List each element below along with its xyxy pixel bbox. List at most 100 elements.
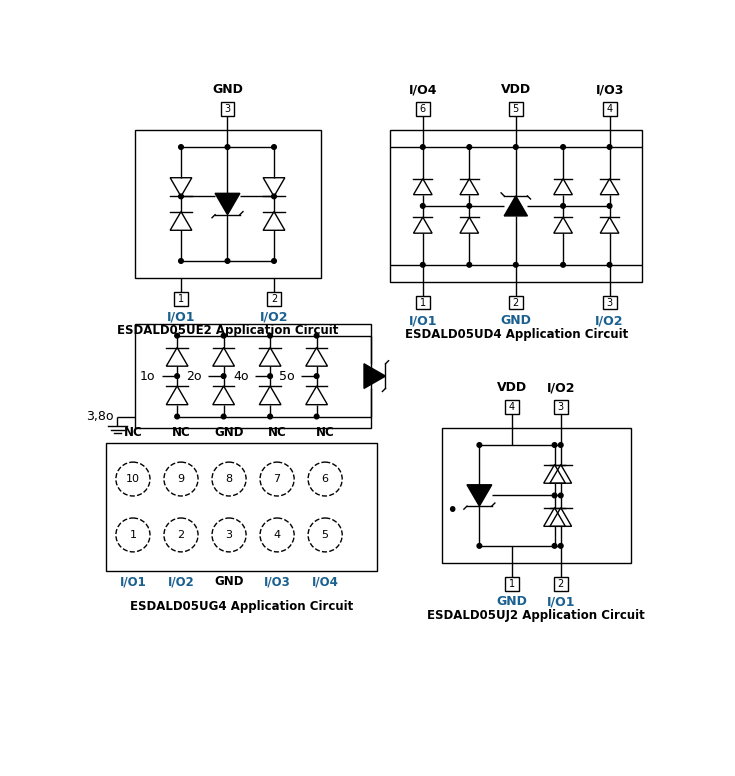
Bar bbox=[509, 102, 523, 116]
Circle shape bbox=[175, 414, 179, 419]
Bar bbox=[603, 102, 617, 116]
Text: I/O2: I/O2 bbox=[595, 314, 624, 327]
Text: I/O1: I/O1 bbox=[120, 575, 146, 588]
Circle shape bbox=[179, 258, 183, 263]
Text: 6: 6 bbox=[420, 104, 426, 114]
Circle shape bbox=[514, 262, 518, 267]
Text: I/O3: I/O3 bbox=[264, 575, 290, 588]
Text: VDD: VDD bbox=[501, 83, 531, 96]
Polygon shape bbox=[364, 364, 385, 389]
Text: I/O4: I/O4 bbox=[312, 575, 339, 588]
Circle shape bbox=[467, 262, 472, 267]
Text: I/O1: I/O1 bbox=[409, 314, 437, 327]
Circle shape bbox=[559, 543, 563, 548]
Circle shape bbox=[175, 334, 179, 338]
Text: GND: GND bbox=[501, 314, 531, 327]
Bar bbox=[416, 102, 430, 116]
Text: I/O2: I/O2 bbox=[547, 381, 575, 394]
Text: I/O1: I/O1 bbox=[547, 595, 575, 608]
Text: ESDALD05UJ2 Application Circuit: ESDALD05UJ2 Application Circuit bbox=[428, 609, 645, 622]
Text: 8: 8 bbox=[226, 474, 232, 484]
Bar bbox=[390, 130, 642, 282]
Text: ESDALD05UE2 Application Circuit: ESDALD05UE2 Application Circuit bbox=[117, 324, 338, 337]
Text: 3: 3 bbox=[224, 104, 231, 114]
Text: NC: NC bbox=[316, 426, 334, 439]
Bar bbox=[553, 577, 567, 591]
Polygon shape bbox=[467, 485, 492, 506]
Polygon shape bbox=[215, 193, 240, 215]
Bar bbox=[603, 296, 617, 310]
Text: 1o: 1o bbox=[140, 369, 155, 383]
Text: ESDALD05UG4 Application Circuit: ESDALD05UG4 Application Circuit bbox=[130, 600, 353, 613]
Text: 1: 1 bbox=[178, 293, 184, 303]
Bar bbox=[267, 292, 281, 306]
Circle shape bbox=[272, 194, 276, 199]
Text: 4o: 4o bbox=[233, 369, 248, 383]
Circle shape bbox=[467, 203, 472, 208]
Text: 3: 3 bbox=[558, 402, 564, 412]
Text: 4: 4 bbox=[273, 530, 281, 540]
Bar bbox=[505, 577, 519, 591]
Bar bbox=[220, 102, 234, 116]
Circle shape bbox=[268, 334, 273, 338]
Bar bbox=[106, 443, 377, 570]
Text: GND: GND bbox=[215, 426, 244, 439]
Text: 9: 9 bbox=[177, 474, 184, 484]
Circle shape bbox=[561, 262, 565, 267]
Text: I/O2: I/O2 bbox=[259, 310, 288, 324]
Bar bbox=[509, 296, 523, 310]
Circle shape bbox=[561, 203, 565, 208]
Circle shape bbox=[272, 258, 276, 263]
Text: 2: 2 bbox=[177, 530, 184, 540]
Text: 6: 6 bbox=[322, 474, 329, 484]
Circle shape bbox=[552, 442, 557, 447]
Circle shape bbox=[175, 374, 179, 379]
Text: I/O3: I/O3 bbox=[595, 83, 624, 96]
Bar bbox=[135, 324, 371, 428]
Circle shape bbox=[477, 442, 481, 447]
Circle shape bbox=[467, 144, 472, 149]
Text: 3: 3 bbox=[606, 297, 613, 307]
Circle shape bbox=[179, 144, 183, 149]
Text: VDD: VDD bbox=[497, 381, 527, 394]
Circle shape bbox=[552, 493, 557, 497]
Circle shape bbox=[420, 262, 425, 267]
Circle shape bbox=[561, 144, 565, 149]
Text: NC: NC bbox=[268, 426, 287, 439]
Text: NC: NC bbox=[172, 426, 190, 439]
Circle shape bbox=[272, 144, 276, 149]
Text: GND: GND bbox=[215, 575, 244, 588]
Circle shape bbox=[268, 374, 273, 379]
Circle shape bbox=[221, 414, 226, 419]
Bar bbox=[174, 292, 188, 306]
Circle shape bbox=[559, 442, 563, 447]
Text: 5: 5 bbox=[513, 104, 519, 114]
Circle shape bbox=[315, 334, 319, 338]
Circle shape bbox=[315, 374, 319, 379]
Text: 2: 2 bbox=[558, 579, 564, 589]
Circle shape bbox=[514, 144, 518, 149]
Text: I/O4: I/O4 bbox=[409, 83, 437, 96]
Text: 7: 7 bbox=[273, 474, 281, 484]
Text: 1: 1 bbox=[129, 530, 137, 540]
Text: 10: 10 bbox=[126, 474, 140, 484]
Bar bbox=[505, 400, 519, 414]
Circle shape bbox=[221, 374, 226, 379]
Text: 5: 5 bbox=[322, 530, 329, 540]
Bar bbox=[135, 130, 320, 278]
Text: 3: 3 bbox=[226, 530, 232, 540]
Text: I/O1: I/O1 bbox=[167, 310, 196, 324]
Text: •: • bbox=[446, 501, 457, 521]
Text: 1: 1 bbox=[420, 297, 426, 307]
Text: 3,8o: 3,8o bbox=[86, 410, 114, 423]
Circle shape bbox=[225, 144, 230, 149]
Circle shape bbox=[268, 414, 273, 419]
Circle shape bbox=[607, 144, 612, 149]
Text: GND: GND bbox=[496, 595, 527, 608]
Circle shape bbox=[552, 543, 557, 548]
Text: 5o: 5o bbox=[279, 369, 295, 383]
Circle shape bbox=[225, 258, 230, 263]
Circle shape bbox=[607, 203, 612, 208]
Polygon shape bbox=[504, 196, 528, 216]
Text: GND: GND bbox=[212, 83, 243, 96]
